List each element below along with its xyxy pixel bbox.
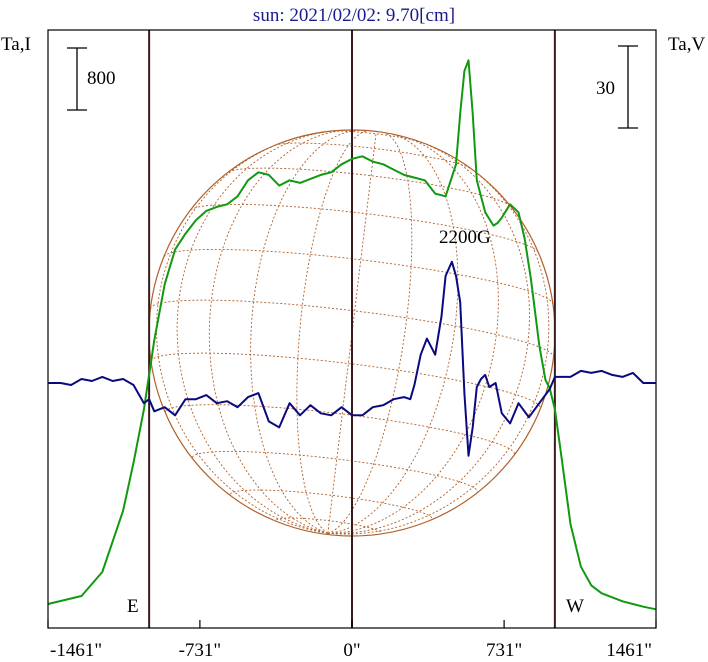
longitude-line bbox=[156, 137, 328, 534]
x-tick-label: 0" bbox=[343, 640, 360, 661]
longitude-line bbox=[176, 130, 331, 534]
longitude-line bbox=[208, 129, 354, 534]
left-axis-label: Ta,I bbox=[1, 34, 31, 55]
polarization-curve bbox=[48, 260, 656, 457]
longitude-line bbox=[296, 130, 369, 534]
west-limb-label: W bbox=[566, 596, 584, 617]
longitude-line bbox=[327, 134, 499, 534]
longitude-line bbox=[327, 156, 550, 535]
latitude-line bbox=[163, 248, 554, 304]
latitude-line bbox=[274, 142, 473, 170]
x-tick-label: 1461" bbox=[606, 640, 652, 661]
right-scale-bar bbox=[618, 45, 638, 129]
longitude-line bbox=[327, 133, 459, 534]
annotation-label: 2200G bbox=[439, 227, 491, 248]
left-scale-value: 800 bbox=[87, 68, 116, 89]
latitude-line bbox=[150, 352, 541, 409]
x-axis-ticks: -1461" -731" 0" 731" 1461" bbox=[47, 620, 657, 661]
reference-lines bbox=[148, 30, 556, 628]
longitude-line bbox=[327, 141, 530, 535]
chart-title: sun: 2021/02/02: 9.70[cm] bbox=[253, 5, 455, 26]
x-tick-label: 731" bbox=[486, 640, 522, 661]
left-scale-bar bbox=[67, 47, 87, 111]
intensity-curve bbox=[47, 59, 657, 611]
right-axis-label: Ta,V bbox=[668, 34, 705, 55]
x-tick-label: -1461" bbox=[50, 640, 102, 661]
east-limb-label: E bbox=[127, 596, 139, 617]
longitude-line bbox=[327, 132, 413, 534]
series-layer bbox=[47, 59, 657, 611]
right-scale-value: 30 bbox=[596, 78, 615, 99]
longitude-line bbox=[250, 129, 361, 534]
x-tick-label: -731" bbox=[179, 640, 222, 661]
latitude-line bbox=[191, 450, 478, 492]
